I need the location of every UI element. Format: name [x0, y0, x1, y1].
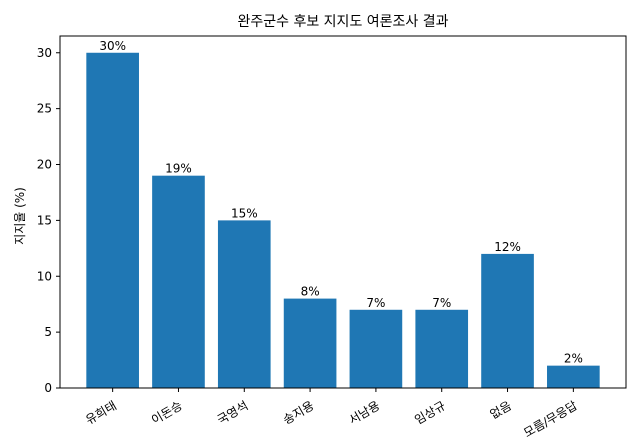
data-label-5: 7%	[432, 296, 451, 310]
y-tick-label-5: 25	[37, 102, 52, 116]
bar-3	[283, 298, 337, 388]
bar-1	[152, 175, 205, 388]
data-label-4: 7%	[366, 296, 385, 310]
x-tick-label-5: 임상규	[412, 399, 448, 428]
data-label-3: 8%	[301, 285, 320, 299]
y-tick-label-6: 30	[37, 46, 52, 60]
bar-7	[547, 365, 600, 388]
y-tick-label-2: 10	[37, 269, 52, 283]
data-labels-group: 30% 19% 15% 8% 7% 7% 12% 2%	[99, 39, 583, 366]
bar-5	[415, 309, 469, 388]
x-tick-label-1: 이돈승	[149, 399, 185, 428]
plot-area-frame	[59, 35, 627, 389]
chart-title: 완주군수 후보 지지도 여론조사 결과	[238, 14, 449, 30]
bar-6	[481, 253, 534, 388]
x-axis-ticks: 유희태 이돈승 국영석 송지용 서남용 임상규 없음 모름/무응답	[83, 388, 580, 441]
x-tick-label-7: 모름/무응답	[521, 399, 579, 441]
x-tick-label-0: 유희태	[83, 399, 119, 428]
bar-0	[86, 52, 139, 388]
data-label-1: 19%	[165, 162, 192, 176]
y-tick-label-1: 5	[44, 325, 52, 339]
bar-2	[217, 220, 271, 388]
x-tick-label-4: 서남용	[346, 399, 382, 428]
data-label-0: 30%	[99, 39, 126, 53]
data-label-2: 15%	[231, 206, 258, 220]
y-axis-label: 지지율 (%)	[13, 187, 27, 245]
bar-4	[349, 309, 403, 388]
y-tick-label-3: 15	[37, 213, 52, 227]
data-label-7: 2%	[564, 352, 583, 366]
bars-group	[86, 52, 600, 388]
y-tick-label-0: 0	[44, 381, 52, 395]
x-tick-label-2: 국영석	[215, 399, 251, 428]
y-axis-ticks: 0 5 10 15 20 25 30	[37, 46, 60, 395]
data-label-6: 12%	[494, 240, 521, 254]
x-tick-label-6: 없음	[488, 399, 514, 422]
y-tick-label-4: 20	[37, 158, 52, 172]
x-tick-label-3: 송지용	[281, 399, 317, 428]
